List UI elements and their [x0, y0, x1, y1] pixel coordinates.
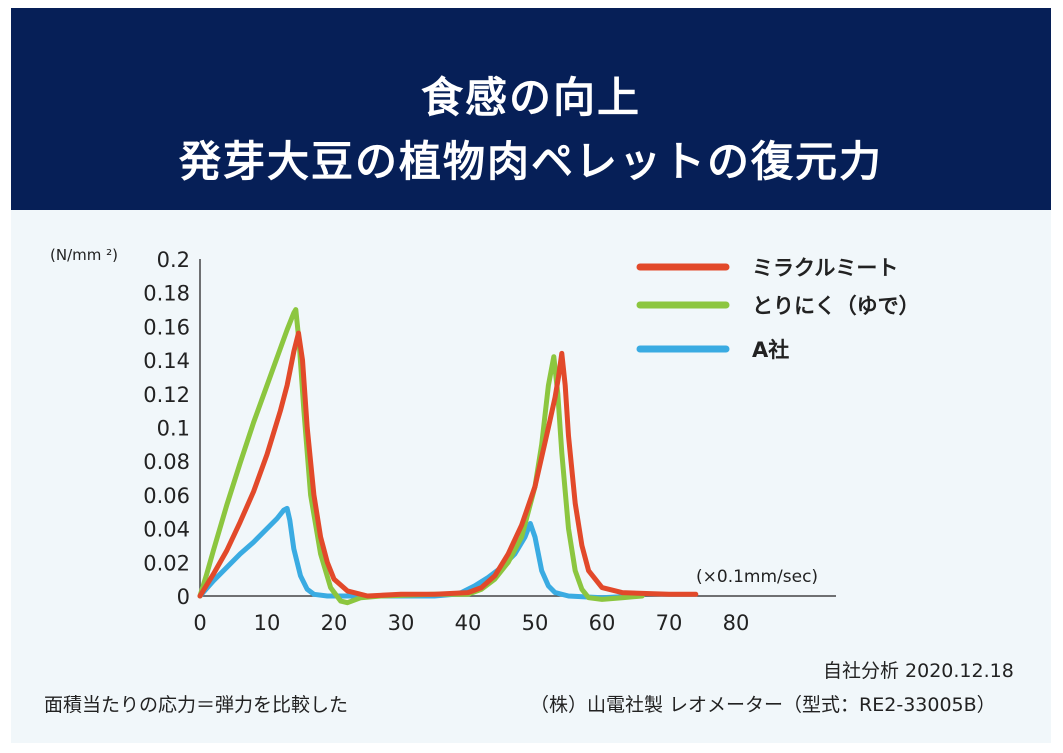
series-line — [197, 330, 699, 599]
x-tick-label: 60 — [589, 611, 616, 635]
x-tick-label: 30 — [388, 611, 415, 635]
x-tick-label: 80 — [723, 611, 750, 635]
title-line-2: 発芽大豆の植物肉ペレットの復元力 — [178, 137, 883, 186]
x-tick-label: 40 — [455, 611, 482, 635]
y-tick-label: 0 — [177, 585, 190, 609]
footnote: 面積当たりの応力＝弾力を比較した — [44, 694, 349, 716]
y-tick-label: 0.08 — [143, 450, 190, 474]
header-banner: 食感の向上 発芽大豆の植物肉ペレットの復元力 — [11, 8, 1051, 210]
x-tick-label: 50 — [522, 611, 549, 635]
x-tick-label: 10 — [254, 611, 281, 635]
y-tick-label: 0.02 — [143, 551, 190, 575]
y-tick-label: 0.04 — [143, 518, 190, 542]
source-date: 自社分析 2020.12.18 — [823, 660, 1014, 682]
legend-label: ミラクルミート — [752, 256, 898, 280]
y-axis-label: (N/mm ²) — [50, 246, 118, 264]
y-tick-label: 0.12 — [143, 383, 190, 407]
x-axis-label: (×0.1mm/sec) — [696, 567, 818, 587]
y-tick-label: 0.16 — [143, 315, 190, 339]
x-tick-label: 0 — [193, 611, 206, 635]
y-tick-label: 0.1 — [157, 417, 190, 441]
y-tick-label: 0.18 — [143, 282, 190, 306]
x-tick-label: 20 — [321, 611, 348, 635]
x-tick-label: 70 — [656, 611, 683, 635]
legend-label: A社 — [752, 338, 789, 362]
y-tick-label: 0.14 — [143, 349, 190, 373]
y-tick-label: 0.2 — [157, 248, 190, 272]
device-note: （株）山電社製 レオメーター（型式：RE2-33005B） — [530, 694, 996, 716]
y-tick-label: 0.06 — [143, 484, 190, 508]
title-line-1: 食感の向上 — [420, 73, 641, 122]
legend-label: とりにく（ゆで） — [752, 294, 920, 318]
